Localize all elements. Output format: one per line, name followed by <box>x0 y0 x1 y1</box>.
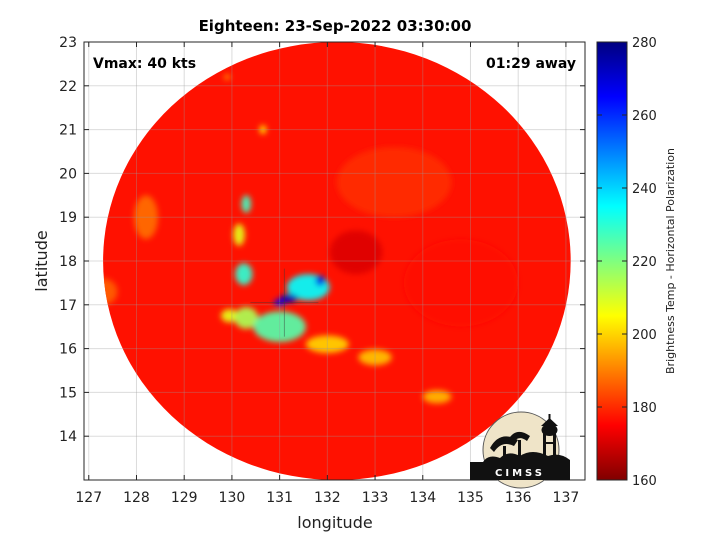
storm-center-marker <box>250 268 319 337</box>
time-away-annotation: 01:29 away <box>486 56 576 72</box>
heatmap-cell <box>329 230 383 275</box>
y-axis-label: latitude <box>32 230 51 291</box>
heatmap-cell <box>235 263 253 286</box>
colorbar-tick-label: 200 <box>632 328 657 343</box>
heatmap-cell <box>233 223 245 246</box>
chart-title: Eighteen: 23-Sep-2022 03:30:00 <box>199 17 472 35</box>
colorbar-tick-label: 160 <box>632 474 657 489</box>
x-axis-ticks: 127 128 129 130 131 132 133 134 135 136 137 <box>75 42 579 506</box>
heatmap-cell <box>305 335 349 353</box>
heatmap-features <box>103 74 519 404</box>
heatmap-cell <box>358 349 392 366</box>
heatmap-cell <box>134 195 158 240</box>
y-axis-ticks: 14 15 16 17 18 19 20 21 22 23 <box>59 35 585 445</box>
colorbar-label: Brightness Temp - Horizontal Polarizatio… <box>664 148 677 374</box>
vmax-annotation: Vmax: 40 kts <box>93 56 196 72</box>
heatmap-layer <box>103 42 571 480</box>
heatmap-cell <box>422 390 452 404</box>
heatmap-cell <box>315 275 325 286</box>
y-tick-label: 14 <box>59 429 77 445</box>
x-tick-label: 132 <box>314 490 341 506</box>
heatmap-cell <box>234 306 259 329</box>
y-tick-label: 21 <box>59 123 77 139</box>
heatmap-cell <box>224 74 231 80</box>
heatmap-cell <box>259 125 267 134</box>
colorbar-tick-label: 280 <box>632 36 657 51</box>
colorbar-ticks: 160 180 200 220 240 260 280 <box>597 36 657 489</box>
y-tick-label: 17 <box>59 298 77 314</box>
x-tick-label: 127 <box>75 490 102 506</box>
heatmap-cell <box>253 311 306 343</box>
colorbar-tick-label: 180 <box>632 401 657 416</box>
x-tick-label: 129 <box>171 490 198 506</box>
x-tick-label: 133 <box>362 490 389 506</box>
x-tick-label: 135 <box>457 490 484 506</box>
heatmap-cell <box>336 147 452 218</box>
y-tick-label: 15 <box>59 385 77 401</box>
x-tick-label: 130 <box>219 490 246 506</box>
y-tick-label: 18 <box>59 254 77 270</box>
y-tick-label: 20 <box>59 166 77 182</box>
cimss-logo: CIMSS <box>470 411 570 489</box>
y-tick-label: 23 <box>59 35 77 51</box>
x-tick-label: 134 <box>409 490 436 506</box>
y-tick-label: 19 <box>59 210 77 226</box>
heatmap-cell <box>280 293 298 303</box>
y-tick-label: 22 <box>59 79 77 95</box>
colorbar-tick-label: 240 <box>632 182 657 197</box>
logo-band <box>470 462 570 480</box>
heatmap-cell <box>241 195 252 213</box>
x-tick-label: 131 <box>266 490 293 506</box>
x-axis-label: longitude <box>297 513 372 532</box>
x-tick-label: 136 <box>505 490 532 506</box>
y-tick-label: 16 <box>59 342 77 358</box>
logo-text: CIMSS <box>495 468 545 479</box>
heatmap-cell <box>403 239 519 327</box>
x-tick-label: 128 <box>123 490 150 506</box>
heatmap-cell <box>220 309 239 323</box>
x-tick-label: 137 <box>553 490 580 506</box>
colorbar-tick-label: 220 <box>632 255 657 270</box>
colorbar-tick-label: 260 <box>632 109 657 124</box>
